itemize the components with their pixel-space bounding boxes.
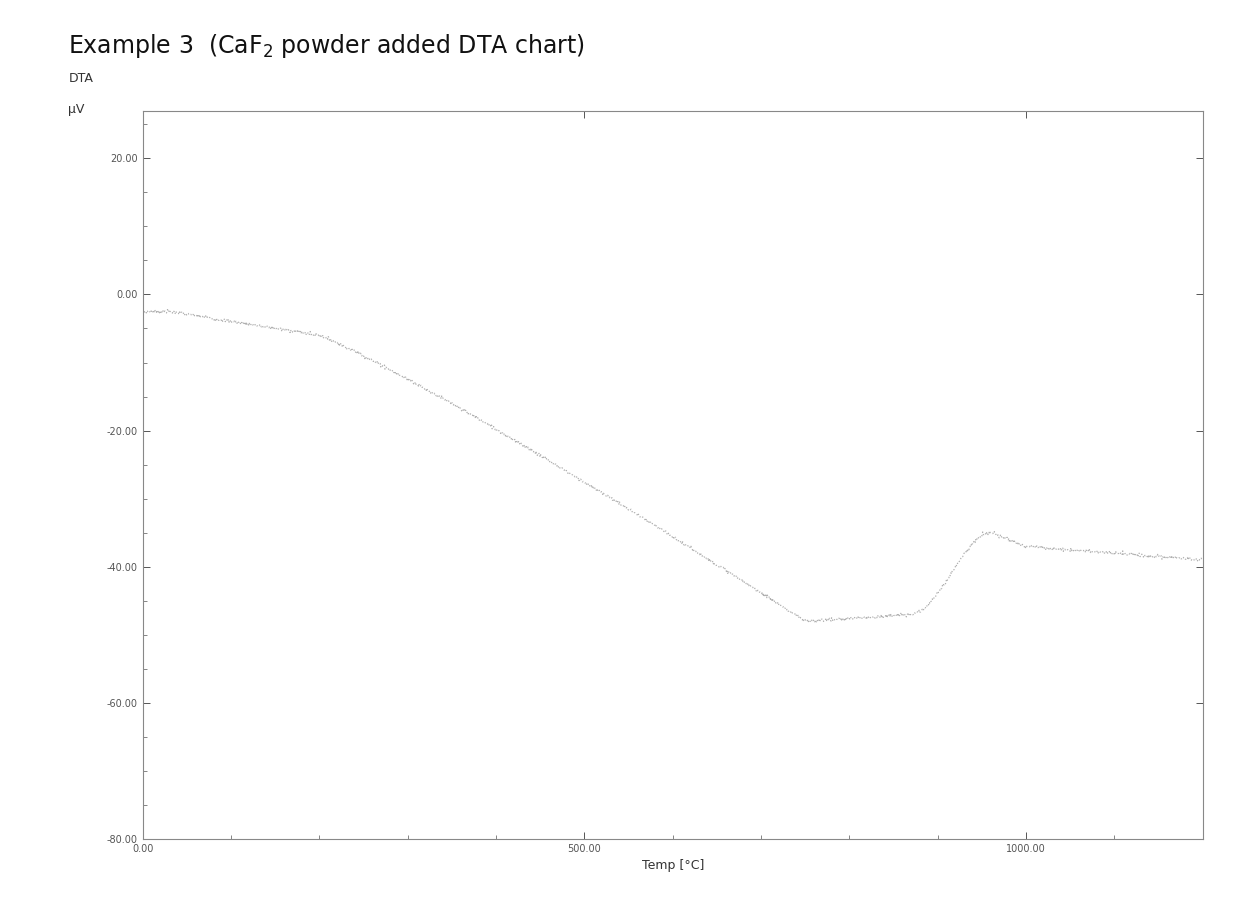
Text: μV: μV: [68, 103, 84, 116]
X-axis label: Temp [°C]: Temp [°C]: [641, 859, 704, 872]
Text: DTA: DTA: [68, 72, 93, 85]
Text: Example 3  (CaF$_2$ powder added DTA chart): Example 3 (CaF$_2$ powder added DTA char…: [68, 32, 585, 60]
